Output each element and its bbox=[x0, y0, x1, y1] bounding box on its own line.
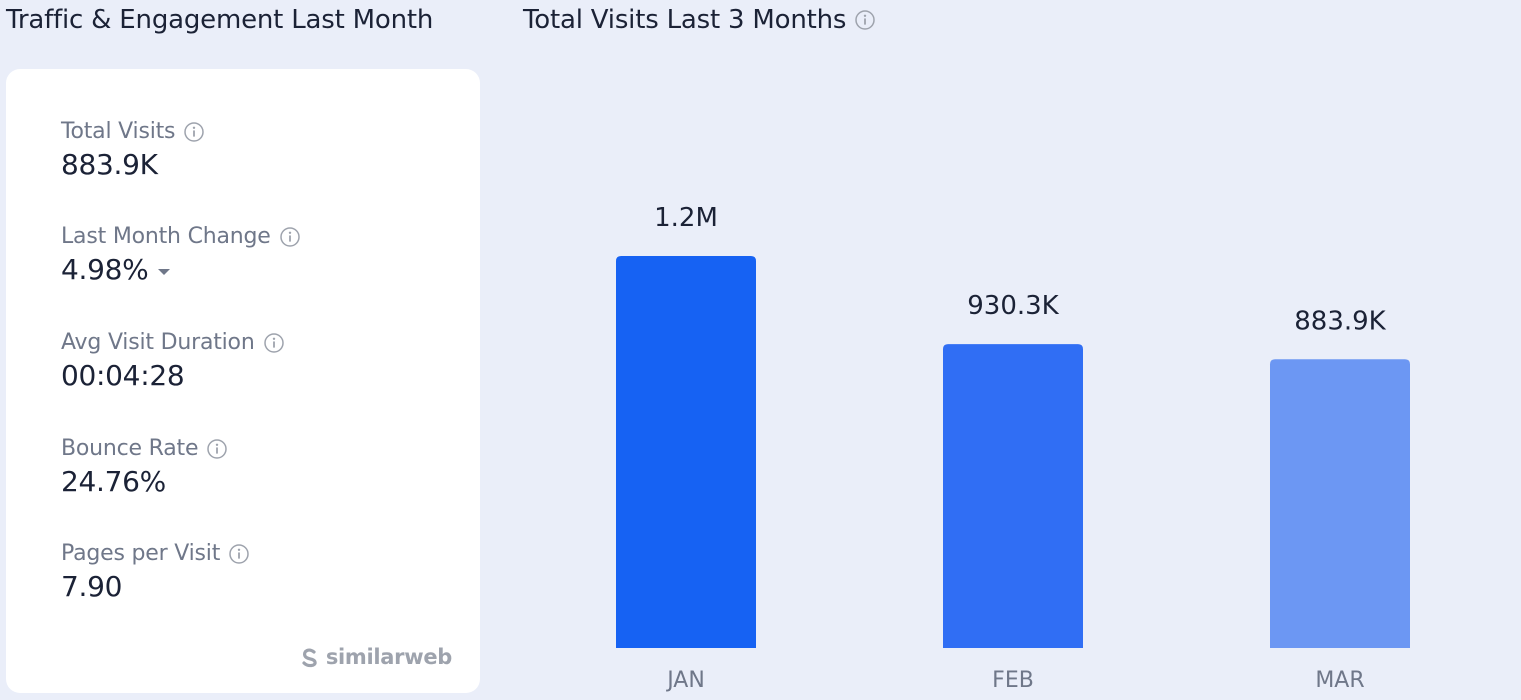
metric-label: Pages per Visit bbox=[61, 541, 221, 566]
metric-bounce-rate: Bounce Rate 24.76% bbox=[61, 436, 228, 498]
info-icon[interactable] bbox=[854, 9, 876, 31]
engagement-card: Total Visits 883.9K Last Month Change bbox=[6, 69, 480, 693]
metric-label: Avg Visit Duration bbox=[61, 330, 255, 355]
similarweb-logo-text: similarweb bbox=[325, 645, 452, 669]
bar-value-label-mar: 883.9K bbox=[1294, 306, 1386, 336]
traffic-engagement-title-text: Traffic & Engagement Last Month bbox=[6, 5, 434, 35]
x-tick-label-mar: MAR bbox=[1315, 668, 1364, 693]
metric-label-row: Avg Visit Duration bbox=[61, 330, 285, 355]
traffic-engagement-title: Traffic & Engagement Last Month bbox=[6, 5, 433, 35]
metric-label: Bounce Rate bbox=[61, 436, 199, 461]
metric-value-row: 7.90 bbox=[61, 570, 250, 603]
metric-pages-per-visit: Pages per Visit 7.90 bbox=[61, 541, 250, 603]
metric-value-row: 883.9K bbox=[61, 148, 205, 181]
similarweb-logo-icon bbox=[302, 648, 317, 668]
metric-value: 4.98% bbox=[61, 253, 149, 286]
metric-value-row: 4.98% bbox=[61, 253, 301, 286]
metric-avg-visit-duration: Avg Visit Duration 00:04:28 bbox=[61, 330, 285, 392]
metric-value-row: 24.76% bbox=[61, 465, 228, 498]
metric-value: 7.90 bbox=[61, 570, 123, 603]
x-tick-label-jan: JAN bbox=[665, 668, 705, 693]
similarweb-logo: similarweb bbox=[299, 645, 452, 669]
metric-value: 00:04:28 bbox=[61, 359, 185, 392]
bar-mar[interactable] bbox=[1270, 359, 1410, 648]
bar-value-label-feb: 930.3K bbox=[967, 291, 1059, 321]
bar-value-label-jan: 1.2M bbox=[654, 203, 718, 233]
metric-label-row: Last Month Change bbox=[61, 224, 301, 249]
metric-label: Total Visits bbox=[61, 119, 176, 144]
metric-total-visits: Total Visits 883.9K bbox=[61, 119, 205, 181]
total-visits-chart-title: Total Visits Last 3 Months bbox=[523, 5, 876, 35]
metric-label-row: Bounce Rate bbox=[61, 436, 228, 461]
trend-down-icon bbox=[158, 268, 171, 275]
metric-value: 24.76% bbox=[61, 465, 166, 498]
info-icon[interactable] bbox=[279, 226, 301, 248]
bar-feb[interactable] bbox=[943, 344, 1083, 648]
bar-jan[interactable] bbox=[616, 256, 756, 648]
metric-last-month-change: Last Month Change 4.98% bbox=[61, 224, 301, 286]
metric-label: Last Month Change bbox=[61, 224, 271, 249]
metric-value: 883.9K bbox=[61, 148, 158, 181]
metric-value-row: 00:04:28 bbox=[61, 359, 285, 392]
chart-title-text: Total Visits Last 3 Months bbox=[523, 5, 847, 35]
info-icon[interactable] bbox=[206, 438, 228, 460]
info-icon[interactable] bbox=[263, 332, 285, 354]
x-tick-label-feb: FEB bbox=[992, 668, 1034, 693]
metric-label-row: Total Visits bbox=[61, 119, 205, 144]
info-icon[interactable] bbox=[228, 543, 250, 565]
info-icon[interactable] bbox=[183, 121, 205, 143]
metric-label-row: Pages per Visit bbox=[61, 541, 250, 566]
